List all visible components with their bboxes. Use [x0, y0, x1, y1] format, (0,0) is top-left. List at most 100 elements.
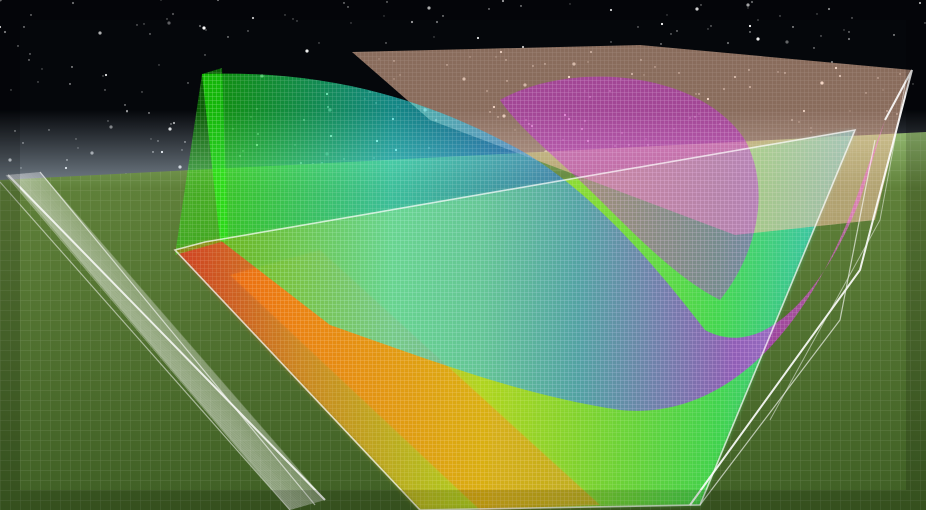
star	[488, 8, 490, 10]
star	[779, 15, 781, 17]
star	[749, 31, 751, 33]
star	[347, 6, 349, 8]
star	[28, 59, 30, 61]
star	[30, 14, 32, 16]
star	[435, 20, 439, 24]
star	[69, 83, 71, 85]
fan-line	[38, 171, 325, 501]
star	[660, 22, 664, 26]
star	[166, 18, 168, 20]
star	[247, 30, 249, 32]
star	[410, 20, 414, 24]
star	[918, 1, 922, 5]
star	[71, 1, 75, 5]
star	[827, 7, 831, 11]
fan-line	[27, 172, 313, 505]
star	[305, 49, 309, 53]
slab-outline	[173, 128, 857, 510]
star	[843, 29, 845, 31]
fan-line	[16, 173, 303, 508]
star	[757, 19, 759, 21]
star	[848, 31, 850, 33]
star	[707, 28, 709, 30]
star	[171, 12, 175, 16]
star	[149, 33, 151, 35]
fan-line	[18, 173, 304, 507]
star	[820, 35, 822, 37]
star	[747, 7, 749, 9]
star	[610, 41, 612, 43]
fan-line	[11, 174, 297, 509]
star	[710, 25, 712, 27]
star	[893, 34, 895, 36]
star	[37, 81, 39, 83]
fan-line	[20, 173, 306, 506]
star	[851, 17, 853, 19]
fan-line	[19, 173, 305, 507]
star	[296, 20, 298, 22]
fan-line	[25, 172, 312, 505]
star	[143, 23, 145, 25]
star	[660, 43, 662, 45]
star	[847, 37, 851, 41]
star	[3, 30, 7, 34]
star	[41, 68, 43, 70]
star	[442, 15, 444, 17]
left-boundary-wireframe	[0, 171, 326, 510]
star	[102, 75, 104, 77]
star	[350, 22, 352, 24]
star	[520, 5, 522, 7]
fan-line	[5, 174, 291, 510]
star	[227, 36, 229, 38]
fan-line	[33, 172, 319, 503]
star	[104, 73, 108, 77]
star	[0, 25, 2, 29]
fan-line	[15, 173, 301, 508]
star	[23, 26, 25, 28]
star	[676, 30, 678, 32]
star	[343, 2, 345, 4]
star	[385, 42, 387, 44]
star	[912, 83, 914, 85]
star	[386, 1, 388, 3]
star	[10, 89, 12, 91]
star	[318, 42, 320, 44]
fan-line	[39, 171, 326, 501]
star	[831, 61, 833, 63]
fan-line	[10, 174, 296, 509]
star	[700, 4, 702, 6]
star	[726, 41, 730, 45]
fan-line	[34, 172, 321, 502]
star	[167, 21, 171, 25]
star	[17, 45, 19, 47]
star	[637, 26, 639, 28]
fan-line	[32, 172, 318, 503]
star	[383, 15, 385, 17]
star	[813, 47, 815, 49]
star	[124, 104, 126, 106]
right-edge-wireframe	[689, 69, 913, 506]
star	[748, 24, 752, 28]
star	[785, 40, 789, 44]
fan-line	[35, 171, 322, 502]
star	[521, 45, 525, 49]
star	[136, 24, 138, 26]
star	[695, 7, 699, 11]
star	[670, 33, 672, 35]
star	[501, 0, 505, 3]
fan-line	[6, 174, 292, 510]
fan-line	[37, 171, 323, 502]
star	[292, 18, 294, 20]
fan-line	[8, 174, 293, 510]
star	[924, 22, 926, 24]
star	[756, 37, 760, 41]
fan-line	[28, 172, 314, 504]
star	[816, 13, 818, 15]
star	[284, 14, 286, 16]
star	[746, 3, 750, 7]
wave-surface	[175, 68, 885, 411]
fan-line	[29, 172, 315, 504]
star	[433, 36, 435, 38]
fan-line	[13, 173, 299, 509]
